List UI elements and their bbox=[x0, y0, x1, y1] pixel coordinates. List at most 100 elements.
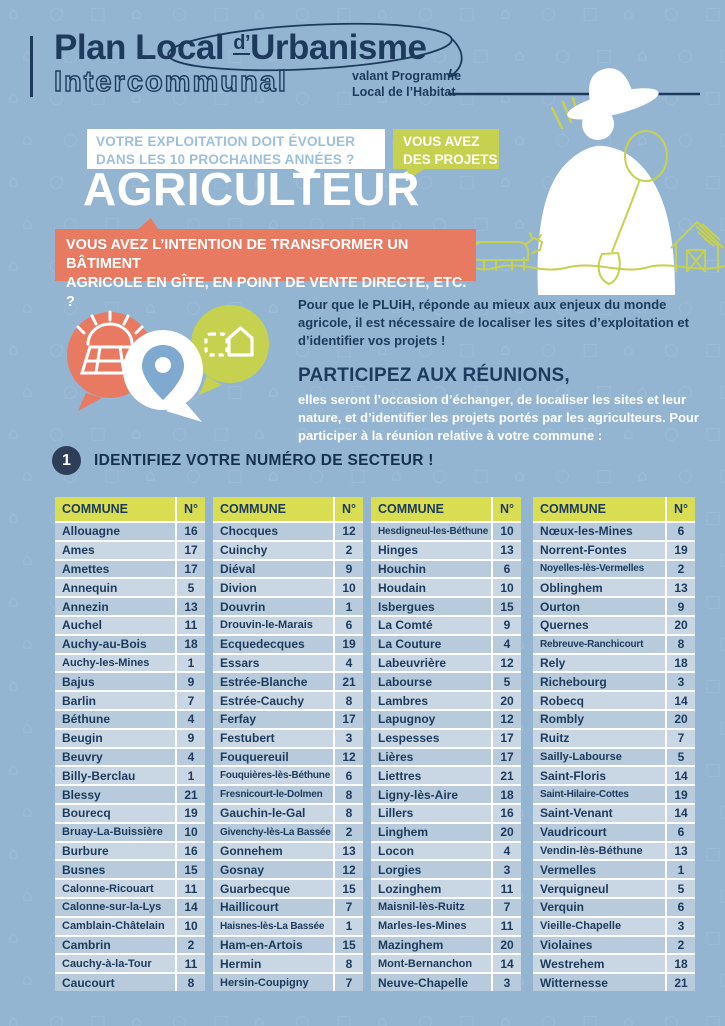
table-row: Saint-Floris 14 bbox=[533, 767, 695, 785]
table-header: COMMUNE N° bbox=[213, 497, 363, 521]
table-row: Vermelles 1 bbox=[533, 861, 695, 879]
sector-number: 3 bbox=[665, 673, 695, 691]
header-number: N° bbox=[175, 497, 205, 521]
commune-name: Labourse bbox=[378, 674, 433, 689]
sector-number: 9 bbox=[665, 598, 695, 615]
table-column-group: COMMUNE N° Hesdigneul-les-Béthune 10 Hinge… bbox=[371, 497, 521, 991]
commune-name: Haisnes-lès-La Bassée bbox=[220, 920, 325, 932]
banner-q1-line2: DANS LES 10 PROCHAINES ANNÉES ? bbox=[96, 151, 355, 167]
table-row: Guarbecque 15 bbox=[213, 880, 363, 897]
commune-name: Lorgies bbox=[378, 862, 422, 877]
header-number: N° bbox=[333, 497, 363, 521]
table-row: Auchy-au-Bois 18 bbox=[55, 635, 205, 653]
commune-name: Cauchy-à-la-Tour bbox=[62, 957, 152, 970]
sector-number: 19 bbox=[333, 635, 363, 653]
commune-name: Gauchin-le-Gal bbox=[220, 806, 306, 821]
sector-number: 20 bbox=[491, 692, 521, 709]
table-row: Amettes 17 bbox=[55, 560, 205, 578]
commune-name: Violaines bbox=[540, 937, 593, 952]
sector-number: 11 bbox=[175, 955, 205, 973]
commune-name: Robecq bbox=[540, 693, 585, 708]
table-row: Bourecq 19 bbox=[55, 804, 205, 822]
sector-number: 15 bbox=[333, 936, 363, 954]
title-left-rule bbox=[30, 36, 33, 97]
commune-name: La Couture bbox=[378, 637, 442, 652]
table-column-group: COMMUNE N° Allouagne 16 Ames 17 Amettes 17 Ann… bbox=[55, 497, 205, 991]
sector-number: 21 bbox=[333, 673, 363, 691]
commune-name: Calonne-sur-la-Lys bbox=[62, 901, 162, 914]
commune-name: Hermin bbox=[220, 956, 262, 971]
table-row: Ham-en-Artois 15 bbox=[213, 936, 363, 954]
sector-number: 1 bbox=[175, 767, 205, 785]
commune-name: Linghem bbox=[378, 825, 428, 840]
banner-question-transformation: VOUS AVEZ L’INTENTION DE TRANSFORMER UN … bbox=[55, 218, 476, 310]
table-row: Sailly-Labourse 5 bbox=[533, 748, 695, 766]
section-number-badge: 1 bbox=[52, 446, 81, 475]
table-row: Drouvin-le-Marais 6 bbox=[213, 616, 363, 634]
commune-name: Lapugnoy bbox=[378, 712, 436, 727]
table-row: Haillicourt 7 bbox=[213, 898, 363, 916]
commune-name: Guarbecque bbox=[220, 881, 291, 896]
commune-name: Ferfay bbox=[220, 712, 257, 727]
sector-number: 8 bbox=[333, 804, 363, 822]
sector-number: 14 bbox=[665, 804, 695, 822]
commune-name: Givenchy-lès-La Bassée bbox=[220, 826, 331, 838]
sector-number: 10 bbox=[175, 917, 205, 935]
speech-tail bbox=[292, 168, 316, 179]
commune-name: Annezin bbox=[62, 599, 109, 614]
audience-title: AGRICULTEUR bbox=[83, 163, 420, 215]
table-header: COMMUNE N° bbox=[371, 497, 521, 521]
banner-question-projets: VOUS AVEZ DES PROJETS ? bbox=[393, 129, 499, 184]
table-row: Hermin 8 bbox=[213, 955, 363, 973]
table-row: Gauchin-le-Gal 8 bbox=[213, 804, 363, 822]
sector-number: 19 bbox=[665, 541, 695, 559]
sector-number: 17 bbox=[175, 560, 205, 578]
commune-name: Rebreuve-Ranchicourt bbox=[540, 638, 644, 650]
commune-name: Saint-Floris bbox=[540, 768, 607, 783]
farmer-silhouette bbox=[537, 68, 675, 295]
commune-name: Blessy bbox=[62, 787, 101, 802]
table-row: Hinges 13 bbox=[371, 541, 521, 559]
table-row: Houdain 10 bbox=[371, 579, 521, 597]
sector-number: 1 bbox=[333, 917, 363, 935]
sector-number: 17 bbox=[491, 729, 521, 747]
commune-name: Ourton bbox=[540, 599, 580, 614]
commune-name: Fresnicourt-le-Dolmen bbox=[220, 789, 323, 801]
commune-name: Bruay-La-Buissière bbox=[62, 826, 163, 839]
sector-number: 10 bbox=[491, 523, 521, 540]
table-row: Festubert 3 bbox=[213, 729, 363, 747]
sector-number: 5 bbox=[491, 673, 521, 691]
sector-number: 15 bbox=[175, 861, 205, 879]
sector-number: 20 bbox=[491, 823, 521, 841]
table-column-group: COMMUNE N° Nœux-les-Mines 6 Norrent-Fontes… bbox=[533, 497, 695, 991]
sector-number: 11 bbox=[491, 880, 521, 897]
commune-name: Chocques bbox=[220, 524, 279, 539]
table-row: Ecquedecques 19 bbox=[213, 635, 363, 653]
table-row: Houchin 6 bbox=[371, 560, 521, 578]
sector-number: 18 bbox=[491, 786, 521, 803]
table-row: Rely 18 bbox=[533, 654, 695, 672]
banner-q2-line2: DES PROJETS ? bbox=[403, 151, 498, 185]
sector-number: 21 bbox=[665, 974, 695, 991]
sector-number: 21 bbox=[491, 767, 521, 785]
table-row: Rebreuve-Ranchicourt 8 bbox=[533, 635, 695, 653]
commune-name: Norrent-Fontes bbox=[540, 543, 627, 558]
speech-tail bbox=[406, 168, 426, 178]
farmer-shovel-cow-barn-illustration bbox=[440, 68, 725, 295]
commune-name: Locon bbox=[378, 843, 414, 858]
sector-number: 16 bbox=[491, 804, 521, 822]
sector-number: 8 bbox=[333, 955, 363, 973]
table-row: Blessy 21 bbox=[55, 786, 205, 803]
commune-name: Lambres bbox=[378, 693, 429, 708]
commune-name: Neuve-Chapelle bbox=[378, 975, 469, 990]
sector-number: 13 bbox=[491, 541, 521, 559]
commune-name: Drouvin-le-Marais bbox=[220, 619, 313, 632]
sector-number: 16 bbox=[175, 842, 205, 860]
table-header: COMMUNE N° bbox=[533, 497, 695, 521]
table-row: Cuinchy 2 bbox=[213, 541, 363, 559]
sector-number: 8 bbox=[333, 692, 363, 709]
sector-number: 19 bbox=[175, 804, 205, 822]
sector-number: 15 bbox=[333, 880, 363, 897]
commune-name: Douvrin bbox=[220, 599, 266, 614]
commune-name: Quernes bbox=[540, 618, 589, 633]
